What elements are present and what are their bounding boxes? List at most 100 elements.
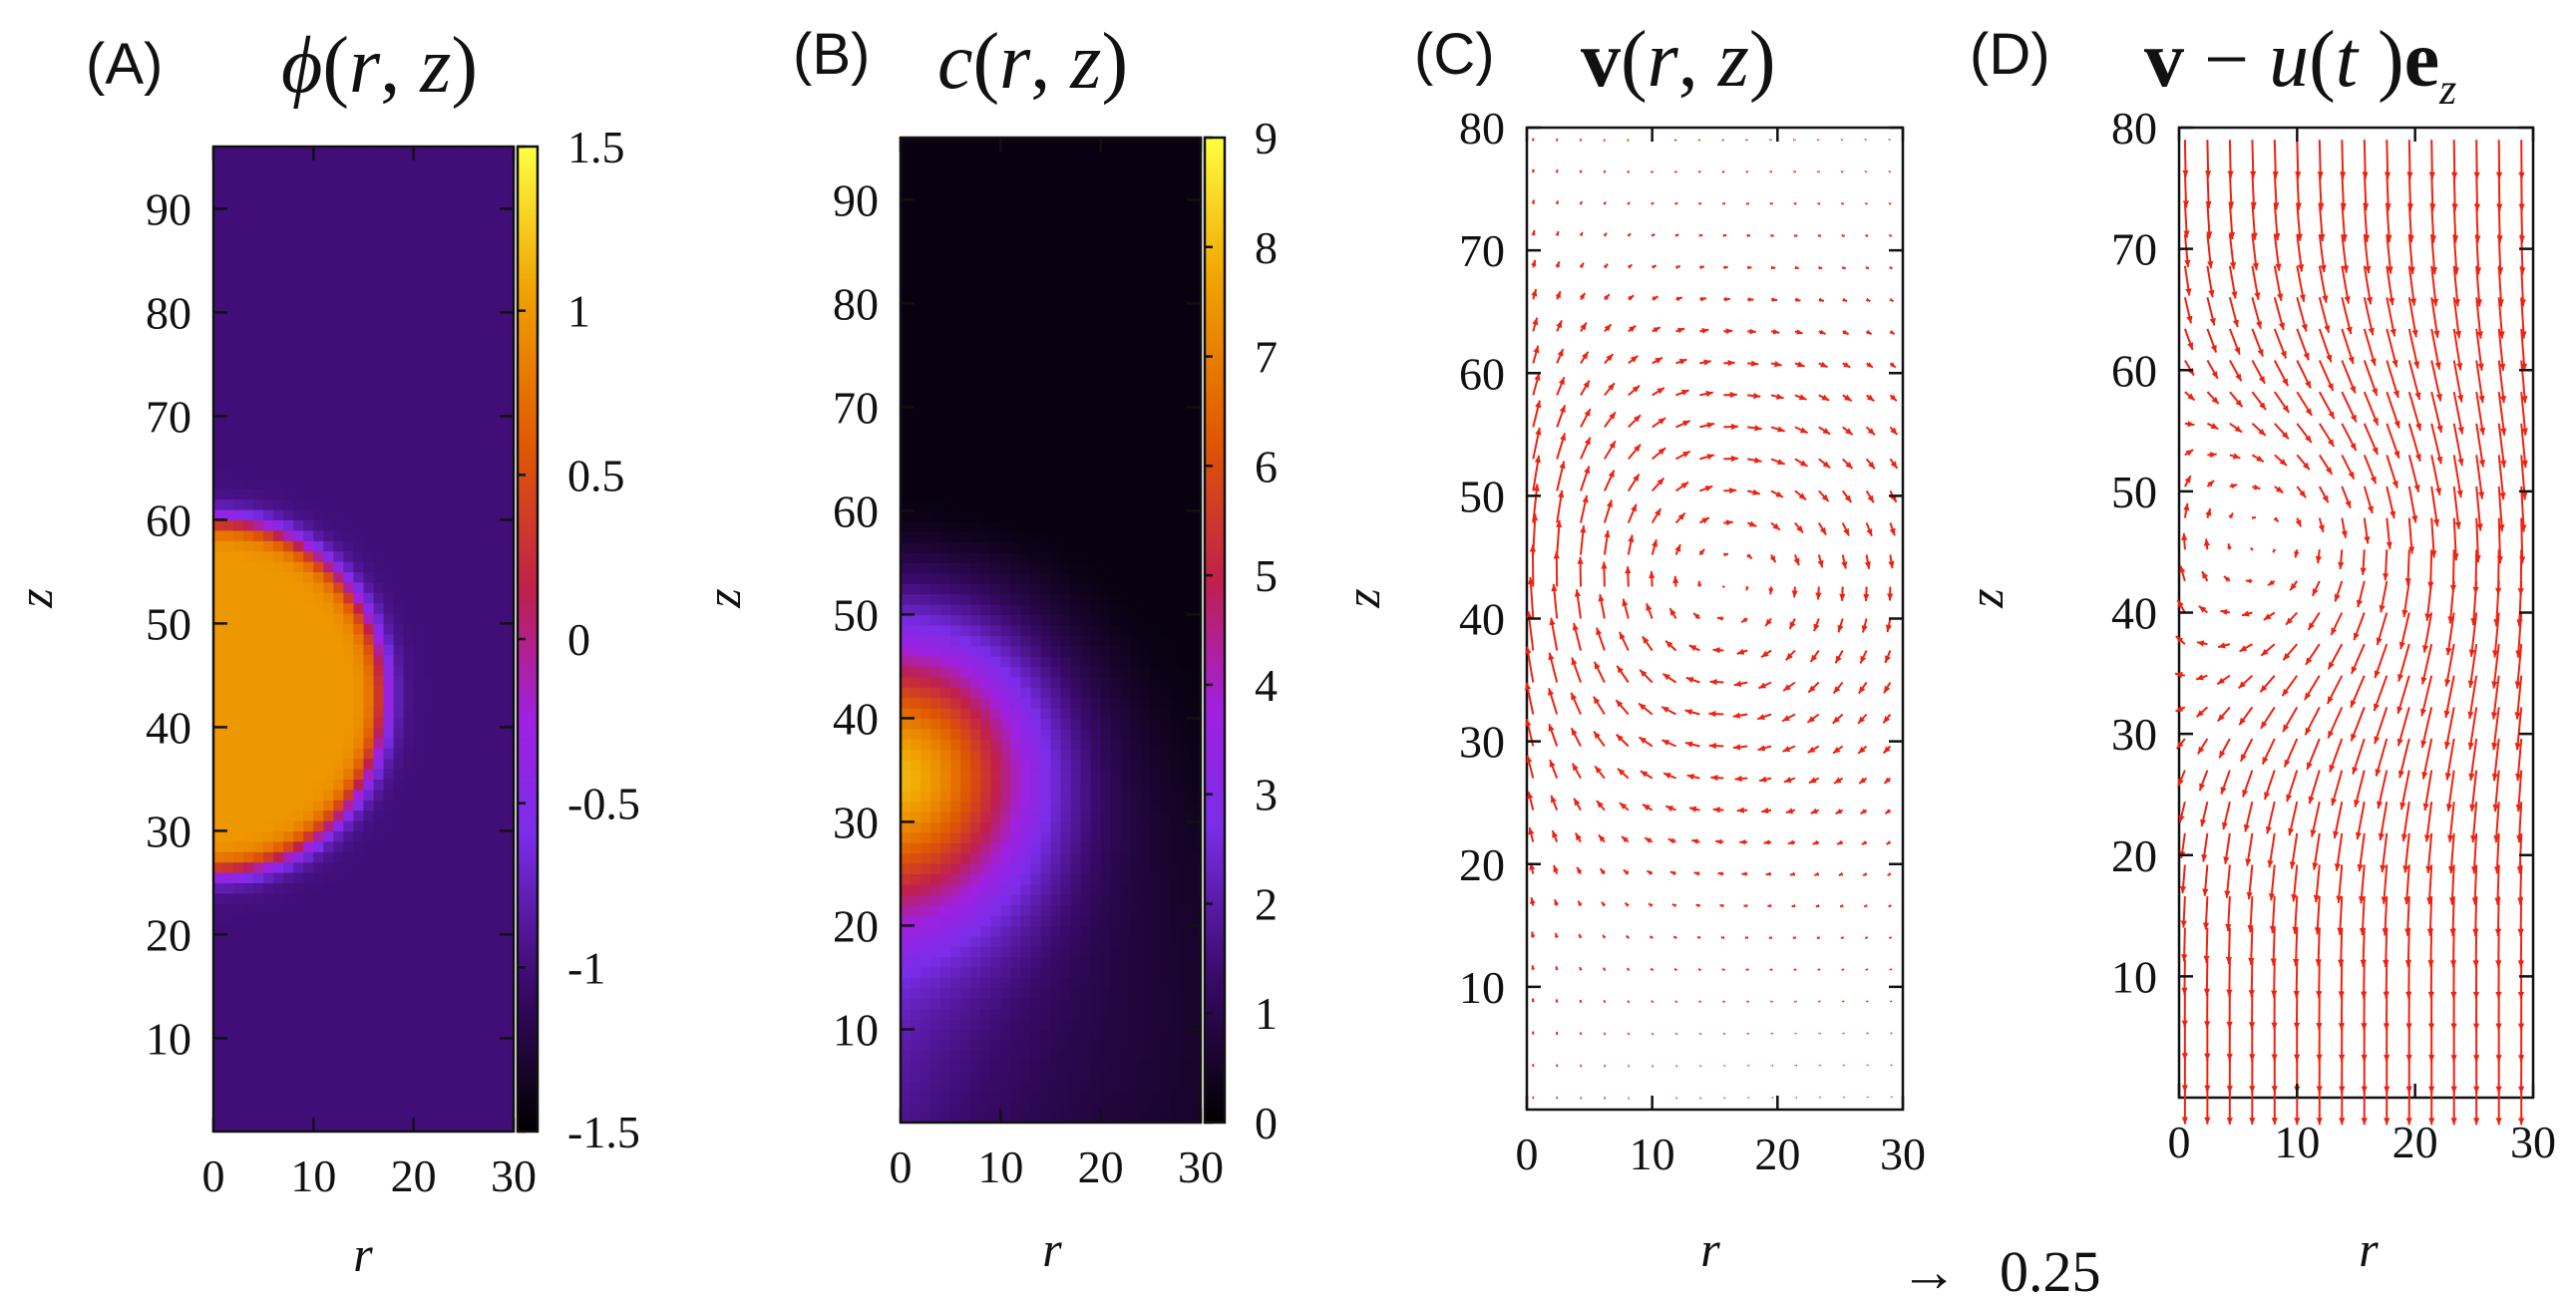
heatmap-cell <box>343 385 355 397</box>
heatmap-cell <box>233 913 244 925</box>
heatmap-cell <box>1000 459 1011 471</box>
heatmap-cell <box>393 737 405 749</box>
heatmap-cell <box>453 872 465 883</box>
heatmap-cell <box>393 986 405 998</box>
heatmap-cell <box>1050 593 1062 605</box>
heatmap-cell <box>463 312 475 324</box>
heatmap-cell <box>483 789 495 801</box>
heatmap-cell <box>1030 894 1042 906</box>
heatmap-cell <box>363 260 375 272</box>
heatmap-cell <box>990 355 1001 367</box>
heatmap-cell <box>463 581 475 593</box>
heatmap-cell <box>223 986 234 998</box>
heatmap-cell <box>950 480 961 491</box>
heatmap-cell <box>333 218 345 230</box>
heatmap-cell <box>1080 489 1092 501</box>
heatmap-cell <box>333 385 345 397</box>
heatmap-cell <box>353 592 365 604</box>
heatmap-cell <box>363 633 375 645</box>
heatmap-cell <box>223 1090 234 1102</box>
heatmap-cell <box>990 417 1001 429</box>
heatmap-cell <box>503 820 515 831</box>
heatmap-cell <box>453 924 465 935</box>
heatmap-cell <box>283 1059 294 1071</box>
heatmap-cell <box>383 1028 395 1039</box>
heatmap-cell <box>920 209 931 221</box>
heatmap-cell <box>1020 500 1032 511</box>
heatmap-cell <box>253 354 264 365</box>
heatmap-cell <box>1090 158 1102 169</box>
heatmap-cell <box>403 385 415 397</box>
heatmap-cell <box>901 883 912 895</box>
heatmap-cell <box>293 187 304 199</box>
heatmap-cell <box>353 820 365 831</box>
heatmap-cell <box>353 675 365 687</box>
heatmap-cell <box>930 863 941 874</box>
heatmap-cell <box>1090 946 1102 958</box>
heatmap-cell <box>353 727 365 739</box>
heatmap-cell <box>443 550 455 562</box>
heatmap-cell <box>333 1048 345 1060</box>
heatmap-cell <box>263 800 274 811</box>
heatmap-cell <box>293 385 304 397</box>
heatmap-cell <box>293 281 304 293</box>
heatmap-cell <box>453 488 465 500</box>
heatmap-cell <box>343 1121 355 1133</box>
heatmap-cell <box>323 965 334 977</box>
heatmap-cell <box>493 696 505 708</box>
heatmap-cell <box>423 644 435 656</box>
heatmap-cell <box>413 571 425 583</box>
heatmap-cell <box>1100 220 1112 232</box>
heatmap-cell <box>940 313 951 325</box>
heatmap-cell <box>423 385 435 397</box>
heatmap-cell <box>901 687 912 699</box>
heatmap-cell <box>920 645 931 657</box>
heatmap-cell <box>1050 531 1062 543</box>
heatmap-cell <box>273 374 284 386</box>
heatmap-cell <box>970 956 981 968</box>
heatmap-cell <box>453 685 465 697</box>
heatmap-cell <box>1030 915 1042 926</box>
heatmap-cell <box>911 1091 921 1103</box>
heatmap-cell <box>901 313 912 325</box>
heatmap-cell <box>970 770 981 782</box>
heatmap-cell <box>453 229 465 241</box>
heatmap-cell <box>1080 1019 1092 1030</box>
heatmap-cell <box>1020 1071 1032 1082</box>
heatmap-cell <box>950 915 961 926</box>
heatmap-cell <box>423 840 435 852</box>
heatmap-cell <box>373 913 385 925</box>
heatmap-cell <box>940 1071 951 1082</box>
heatmap-cell <box>901 1081 912 1093</box>
heatmap-cell <box>950 624 961 636</box>
heatmap-cell <box>1000 334 1011 346</box>
heatmap-cell <box>950 261 961 273</box>
heatmap-cell <box>433 944 445 956</box>
heatmap-cell <box>911 1019 921 1030</box>
heatmap-cell <box>233 924 244 935</box>
heatmap-cell <box>283 187 294 199</box>
heatmap-cell <box>213 478 224 489</box>
heatmap-cell <box>453 1090 465 1102</box>
heatmap-cell <box>1000 676 1011 688</box>
heatmap-cell <box>403 924 415 935</box>
colorbar-tick-label: 1 <box>567 286 590 337</box>
heatmap-cell <box>443 426 455 438</box>
heatmap-cell <box>1050 282 1062 294</box>
heatmap-cell <box>343 406 355 417</box>
heatmap-cell <box>930 562 941 574</box>
heatmap-cell <box>423 654 435 666</box>
heatmap-cell <box>1060 334 1072 346</box>
heatmap-cell <box>413 437 425 449</box>
heatmap-cell <box>990 1050 1001 1062</box>
heatmap-cell <box>1090 469 1102 481</box>
heatmap-cell <box>990 770 1001 782</box>
heatmap-cell <box>423 166 435 178</box>
heatmap-cell <box>1070 956 1082 968</box>
heatmap-cell <box>950 956 961 968</box>
heatmap-cell <box>911 883 921 895</box>
heatmap-cell <box>413 913 425 925</box>
heatmap-cell <box>253 1090 264 1102</box>
heatmap-cell <box>1030 230 1042 242</box>
heatmap-cell <box>463 654 475 666</box>
